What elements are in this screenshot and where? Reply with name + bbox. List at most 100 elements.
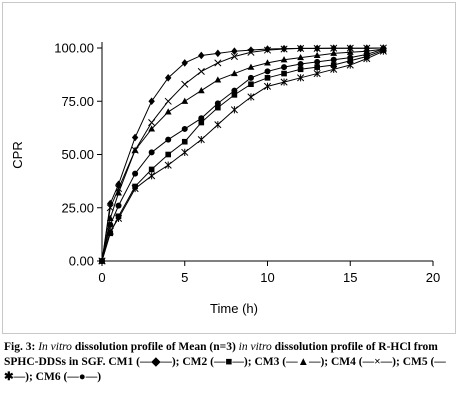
caption-in-vitro-1: In vitro xyxy=(38,341,72,353)
cm4-point xyxy=(313,44,321,52)
x-tick-label: 20 xyxy=(426,270,440,285)
cm4-point xyxy=(148,118,156,127)
cm6-point xyxy=(231,87,238,94)
cm6-point xyxy=(330,56,337,63)
cm4-point xyxy=(197,67,205,75)
cm3-point xyxy=(197,87,205,94)
cm5-point xyxy=(214,121,222,129)
cm6-point xyxy=(214,100,221,107)
series-cm4 xyxy=(98,44,387,265)
cm4-point xyxy=(280,45,288,53)
cm6-point xyxy=(347,54,354,61)
cm1-point xyxy=(115,180,122,189)
cm4-point xyxy=(106,204,114,212)
cm5-point xyxy=(197,135,205,144)
cm5-point xyxy=(330,65,338,73)
cm1-point xyxy=(107,199,114,208)
cm5-point xyxy=(114,214,123,222)
chart-frame: 0.00 25.00 50.00 75.00 100.00 0 5 10 15 20 Time (… xyxy=(2,2,456,334)
cm4-point xyxy=(131,146,139,154)
cm3-point xyxy=(181,97,189,104)
series-cm6 xyxy=(99,46,387,264)
cm1-point xyxy=(231,47,238,55)
cm4-point xyxy=(230,52,238,61)
cm3-point xyxy=(115,189,122,196)
cm6-point xyxy=(165,136,172,143)
y-tick-label: 0.00 xyxy=(69,254,94,269)
series-cm2 xyxy=(99,47,387,264)
cm4-point xyxy=(164,97,172,105)
cm3-point xyxy=(231,69,238,77)
series-cm1 xyxy=(98,44,387,265)
cm5-point xyxy=(313,69,321,78)
cm2-point xyxy=(148,166,155,173)
y-tick-label: 75.00 xyxy=(61,94,94,109)
cm6-point xyxy=(115,202,122,209)
x-tick-label: 5 xyxy=(181,270,188,285)
series-cm5 xyxy=(98,47,387,265)
cm3-point xyxy=(313,51,321,59)
series-cm1-line xyxy=(101,47,384,262)
caption-text-1: dissolution profile of Mean (n=3) xyxy=(71,341,239,353)
cm5-point xyxy=(346,61,354,69)
x-tick-label: 0 xyxy=(98,270,105,285)
y-axis-title: CPR xyxy=(10,141,25,168)
cm4-point xyxy=(263,46,272,54)
cm4-point xyxy=(363,44,371,52)
cm6-point xyxy=(198,115,205,122)
caption-figure-label: Fig. 3: xyxy=(4,341,36,353)
cm4-point xyxy=(297,44,305,52)
cm2-point xyxy=(281,70,287,77)
cm6-point xyxy=(281,64,288,71)
cm2-point xyxy=(347,57,354,64)
cm6-point xyxy=(380,46,387,53)
cm6-point xyxy=(107,221,114,228)
cm3-point xyxy=(247,63,255,70)
chart-axes: 0.00 25.00 50.00 75.00 100.00 0 5 10 15 20 xyxy=(54,41,440,286)
cm5-point xyxy=(230,106,238,114)
cm2-point xyxy=(215,104,221,111)
cm5-point xyxy=(181,148,189,156)
cm3-point xyxy=(264,59,271,66)
cm4-point xyxy=(181,80,189,88)
cm3-point xyxy=(148,125,156,132)
figure-caption: Fig. 3: In vitro dissolution profile of … xyxy=(4,340,454,385)
series-cm2-line xyxy=(101,49,384,262)
y-tick-label: 100.00 xyxy=(54,41,94,56)
cm5-point xyxy=(263,82,272,90)
cm3-point xyxy=(280,56,288,63)
cm1-point xyxy=(148,97,155,106)
cm5-point xyxy=(280,78,288,86)
cm3-point xyxy=(297,53,304,61)
cm1-point xyxy=(131,133,139,142)
cm2-point xyxy=(165,151,171,158)
cm4-point xyxy=(346,44,354,52)
y-tick-label: 25.00 xyxy=(61,200,94,215)
x-tick-label: 15 xyxy=(343,270,357,285)
x-axis-title: Time (h) xyxy=(210,301,258,316)
series-layer xyxy=(98,44,387,265)
series-cm6-line xyxy=(101,48,384,262)
cm6-point xyxy=(99,258,105,264)
caption-in-vitro-2: in vitro xyxy=(238,341,272,353)
cm6-point xyxy=(181,125,188,132)
cm2-point xyxy=(198,119,205,126)
cm4-point xyxy=(330,44,338,52)
series-cm3-line xyxy=(101,48,384,262)
cm1-point xyxy=(214,49,222,58)
cm1-point xyxy=(165,74,172,82)
cm2-point xyxy=(264,75,271,81)
series-cm5-line xyxy=(101,50,384,262)
cm6-point xyxy=(264,68,271,75)
line-chart: 0.00 25.00 50.00 75.00 100.00 0 5 10 15 20 Time (… xyxy=(10,41,440,317)
y-tick-label: 50.00 xyxy=(61,147,94,162)
cm6-point xyxy=(247,74,254,81)
cm2-point xyxy=(330,62,337,68)
cm2-point xyxy=(314,64,320,70)
cm5-point xyxy=(297,74,305,82)
cm5-point xyxy=(148,172,156,180)
cm4-point xyxy=(214,59,222,67)
series-cm4-line xyxy=(101,47,384,262)
cm2-point xyxy=(181,138,188,145)
